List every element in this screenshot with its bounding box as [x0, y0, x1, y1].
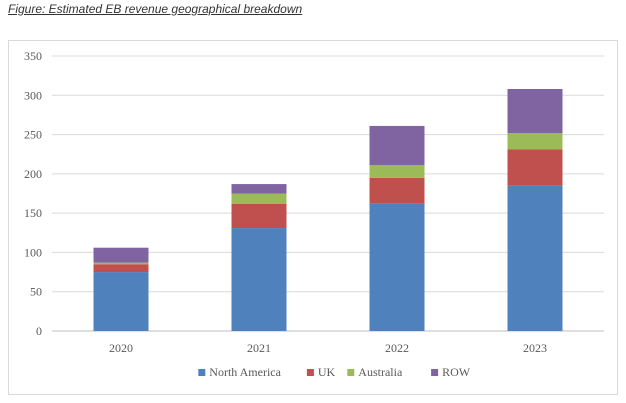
- y-tick-label: 100: [24, 245, 42, 259]
- bar-segment: [93, 262, 149, 265]
- bar-segment: [231, 203, 287, 229]
- bar-segment: [507, 89, 563, 133]
- figure-caption: Figure: Estimated EB revenue geographica…: [8, 2, 303, 16]
- legend-label: UK: [318, 365, 336, 379]
- x-tick-label: 2020: [109, 341, 133, 355]
- legend-swatch: [431, 369, 439, 376]
- bar-segment: [231, 193, 287, 204]
- legend-swatch: [347, 369, 355, 376]
- legend-swatch: [198, 369, 206, 376]
- legend-label: Australia: [358, 365, 403, 379]
- bar-segment: [369, 125, 425, 166]
- bar-segment: [507, 133, 563, 150]
- stacked-bar-chart: 0 50 100 150 200 250 300 350 2020 2021 2022 2023 Nor…: [24, 49, 604, 379]
- x-tick-label: 2023: [523, 341, 547, 355]
- y-tick-label: 0: [36, 324, 42, 338]
- x-tick-label: 2021: [247, 341, 271, 355]
- legend-swatch: [306, 369, 314, 376]
- legend-label: North America: [209, 365, 281, 379]
- chart-frame: 0 50 100 150 200 250 300 350 2020 2021 2022 2023 Nor…: [8, 40, 618, 395]
- bar-segment: [507, 185, 563, 331]
- y-tick-label: 250: [24, 128, 42, 142]
- y-tick-label: 200: [24, 167, 42, 181]
- bar-segment: [93, 247, 149, 263]
- legend-label: ROW: [442, 365, 471, 379]
- bar-segment: [369, 203, 425, 331]
- bar-segment: [93, 272, 149, 331]
- bar-segment: [231, 184, 287, 194]
- bar-segment: [93, 264, 149, 273]
- y-tick-label: 50: [30, 285, 42, 299]
- bar-segment: [369, 177, 425, 204]
- bar-segment: [369, 165, 425, 178]
- y-tick-label: 150: [24, 206, 42, 220]
- bar-segment: [507, 149, 563, 186]
- bar-segment: [231, 228, 287, 331]
- y-tick-label: 300: [24, 88, 42, 102]
- y-tick-label: 350: [24, 49, 42, 63]
- x-tick-label: 2022: [385, 341, 409, 355]
